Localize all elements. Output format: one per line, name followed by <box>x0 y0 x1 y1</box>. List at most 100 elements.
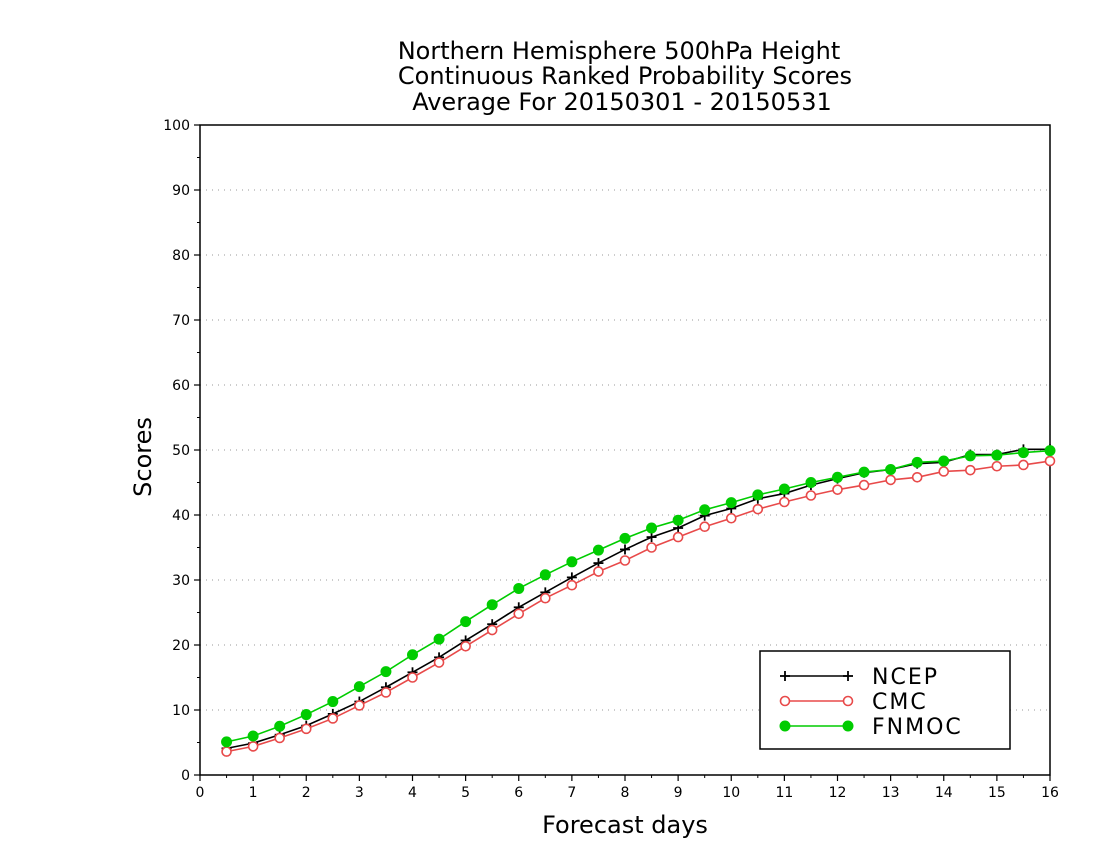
x-tick-label: 14 <box>935 785 953 801</box>
data-point-fnmoc <box>752 489 764 501</box>
data-point-fnmoc <box>247 730 259 742</box>
data-point-fnmoc <box>380 666 392 678</box>
y-tick-label: 90 <box>172 183 190 199</box>
data-point-cmc <box>646 542 657 553</box>
chart-title-line-3: Average For 20150301 - 20150531 <box>412 88 832 116</box>
grid <box>200 189 1050 711</box>
y-axis-ticks: 0 10 20 30 40 50 60 70 80 90 100 <box>163 118 200 784</box>
data-point-fnmoc <box>964 450 976 462</box>
data-point-cmc <box>566 579 578 591</box>
data-point-cmc <box>380 687 392 698</box>
data-point-cmc <box>327 713 339 724</box>
chart-title-line-1: Northern Hemisphere 500hPa Height <box>398 37 841 65</box>
data-point-cmc <box>991 460 1003 472</box>
series-fnmoc <box>221 445 1056 748</box>
data-point-cmc <box>221 746 232 757</box>
x-tick-label: 0 <box>196 785 205 801</box>
x-tick-label: 15 <box>988 785 1006 801</box>
x-tick-label: 13 <box>882 785 900 801</box>
x-tick-label: 11 <box>775 785 793 801</box>
data-point-fnmoc <box>911 456 923 468</box>
legend-marker <box>779 720 791 732</box>
data-point-fnmoc <box>1044 445 1056 457</box>
data-point-cmc <box>672 531 684 543</box>
data-point-fnmoc <box>460 616 472 628</box>
data-point-cmc <box>460 640 471 652</box>
data-point-fnmoc <box>539 569 551 581</box>
data-point-cmc <box>938 466 950 477</box>
legend-item-fnmoc: FNMOC <box>779 715 963 740</box>
data-point-cmc <box>1018 459 1029 471</box>
data-point-fnmoc <box>778 483 790 495</box>
data-point-fnmoc <box>486 599 498 611</box>
legend-label-fnmoc: FNMOC <box>872 715 963 740</box>
y-tick-label: 100 <box>163 118 190 134</box>
data-point-fnmoc <box>672 514 684 526</box>
y-axis-label: Scores <box>129 417 157 497</box>
x-tick-label: 3 <box>355 785 364 801</box>
x-tick-label: 4 <box>408 785 417 801</box>
data-point-fnmoc <box>646 522 658 534</box>
series-cmc <box>221 455 1056 757</box>
x-axis-ticks: 0 1 2 3 4 5 6 7 8 9 10 11 12 13 14 15 16 <box>196 775 1059 801</box>
chart-title-line-2: Continuous Ranked Probability Scores <box>398 62 852 90</box>
data-point-fnmoc <box>938 455 950 467</box>
data-point-fnmoc <box>725 497 737 509</box>
data-point-fnmoc <box>327 696 339 708</box>
chart-title: Northern Hemisphere 500hPa Height Contin… <box>398 37 852 116</box>
y-tick-label: 50 <box>172 443 190 459</box>
data-point-cmc <box>965 464 976 476</box>
data-point-cmc <box>1044 455 1056 467</box>
y-tick-label: 70 <box>172 313 190 329</box>
data-point-ncep <box>620 544 630 555</box>
data-point-ncep <box>646 532 657 543</box>
data-point-cmc <box>433 657 445 668</box>
data-point-cmc <box>407 672 418 683</box>
data-point-fnmoc <box>805 477 817 488</box>
data-point-cmc <box>699 521 710 533</box>
data-point-fnmoc <box>353 681 365 693</box>
y-tick-label: 60 <box>172 378 190 394</box>
x-tick-label: 6 <box>514 785 523 801</box>
legend-marker <box>842 695 854 707</box>
x-tick-label: 2 <box>302 785 311 801</box>
legend-marker <box>843 671 853 681</box>
data-point-fnmoc <box>566 556 578 568</box>
series-layer <box>221 444 1056 757</box>
y-tick-label: 0 <box>181 768 190 784</box>
data-point-fnmoc <box>1017 447 1029 459</box>
data-point-fnmoc <box>513 582 525 594</box>
y-tick-label: 80 <box>172 248 190 264</box>
data-point-cmc <box>593 566 604 577</box>
data-point-cmc <box>752 503 764 515</box>
data-point-cmc <box>513 608 525 620</box>
data-point-cmc <box>300 723 312 735</box>
legend-label-ncep: NCEP <box>872 665 939 690</box>
data-point-cmc <box>540 592 551 604</box>
data-point-fnmoc <box>592 544 604 556</box>
data-point-fnmoc <box>991 449 1003 461</box>
x-axis-label: Forecast days <box>542 811 708 839</box>
data-point-fnmoc <box>407 649 418 661</box>
legend-marker <box>779 695 791 707</box>
data-point-cmc <box>247 741 259 752</box>
data-point-fnmoc <box>832 471 843 483</box>
x-tick-label: 9 <box>674 785 683 801</box>
data-point-cmc <box>832 484 843 495</box>
legend-marker <box>780 671 790 681</box>
data-point-cmc <box>486 624 498 636</box>
data-point-cmc <box>274 732 285 744</box>
data-point-cmc <box>805 490 817 501</box>
legend-marker <box>842 720 854 732</box>
data-point-cmc <box>619 555 631 566</box>
legend-box <box>759 650 1011 750</box>
data-point-cmc <box>354 700 365 711</box>
x-tick-label: 8 <box>621 785 630 801</box>
legend-item-cmc: CMC <box>779 690 928 715</box>
data-point-fnmoc <box>885 464 897 475</box>
data-point-fnmoc <box>221 736 233 748</box>
legend-label-cmc: CMC <box>872 690 928 715</box>
x-tick-label: 12 <box>829 785 847 801</box>
